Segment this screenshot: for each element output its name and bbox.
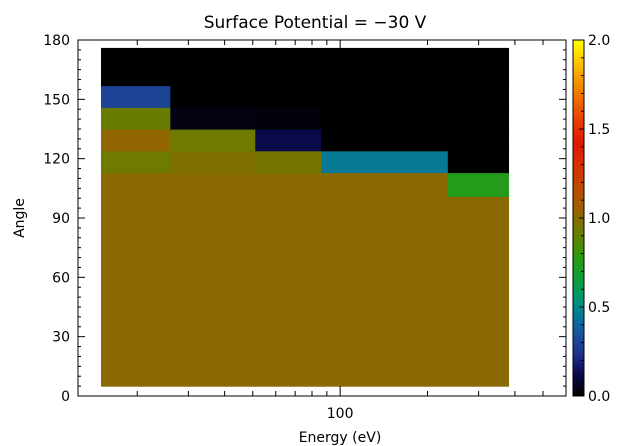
y-tick-label: 150 <box>43 92 70 108</box>
heatmap-cell <box>170 47 256 87</box>
x-tick-label: 100 <box>327 406 354 422</box>
heatmap-cell <box>447 47 510 87</box>
heatmap-cell <box>255 47 322 87</box>
heatmap-cell <box>255 172 322 387</box>
y-tick-label: 60 <box>52 270 70 286</box>
heatmap-cell <box>447 150 510 174</box>
colorbar-tick-label: 1.0 <box>588 211 610 227</box>
colorbar-tick-label: 2.0 <box>588 33 610 49</box>
heatmap-cell <box>321 85 449 108</box>
heatmap-cell <box>321 150 449 174</box>
heatmap-cell <box>447 172 510 197</box>
heatmap-cell <box>447 107 510 130</box>
heatmap-cell <box>447 196 510 387</box>
heatmap-cell <box>447 85 510 108</box>
heatmap-cell <box>447 129 510 152</box>
y-tick-label: 90 <box>52 211 70 227</box>
y-tick-label: 180 <box>43 33 70 49</box>
heatmap-cell <box>170 129 256 152</box>
heatmap-cell <box>321 47 449 87</box>
y-axis-ticks: 0 30 60 90 120 150 180 <box>43 33 566 405</box>
heatmap-cell <box>170 107 256 130</box>
heatmap-cell <box>100 129 171 152</box>
heatmap-cell <box>321 129 449 152</box>
x-axis-ticks: 100 <box>136 40 544 422</box>
heatmap-cell <box>170 85 256 108</box>
heatmap-cell <box>255 85 322 108</box>
heatmap-cell <box>100 47 171 87</box>
colorbar-ticks: 0.0 0.5 1.0 1.5 2.0 <box>579 33 610 405</box>
heatmap-cells <box>100 47 510 387</box>
x-axis-label: Energy (eV) <box>299 430 382 446</box>
heatmap-cell <box>255 129 322 152</box>
y-tick-label: 0 <box>61 389 70 405</box>
colorbar-tick-label: 0.5 <box>588 300 610 316</box>
y-axis-label: Angle <box>12 198 28 238</box>
heatmap-cell <box>321 107 449 130</box>
heatmap-cell <box>255 150 322 174</box>
heatmap-cell <box>321 172 449 387</box>
colorbar-tick-label: 1.5 <box>588 122 610 138</box>
y-tick-label: 30 <box>52 330 70 346</box>
chart-title: Surface Potential = −30 V <box>204 13 427 33</box>
colorbar-tick-label: 0.0 <box>588 389 610 405</box>
heatmap-cell <box>100 172 171 387</box>
heatmap-cell <box>255 107 322 130</box>
heatmap-cell <box>100 107 171 130</box>
heatmap-cell <box>100 85 171 108</box>
heatmap-cell <box>100 150 171 174</box>
heatmap-cell <box>170 172 256 387</box>
y-tick-label: 120 <box>43 152 70 168</box>
heatmap-cell <box>170 150 256 174</box>
